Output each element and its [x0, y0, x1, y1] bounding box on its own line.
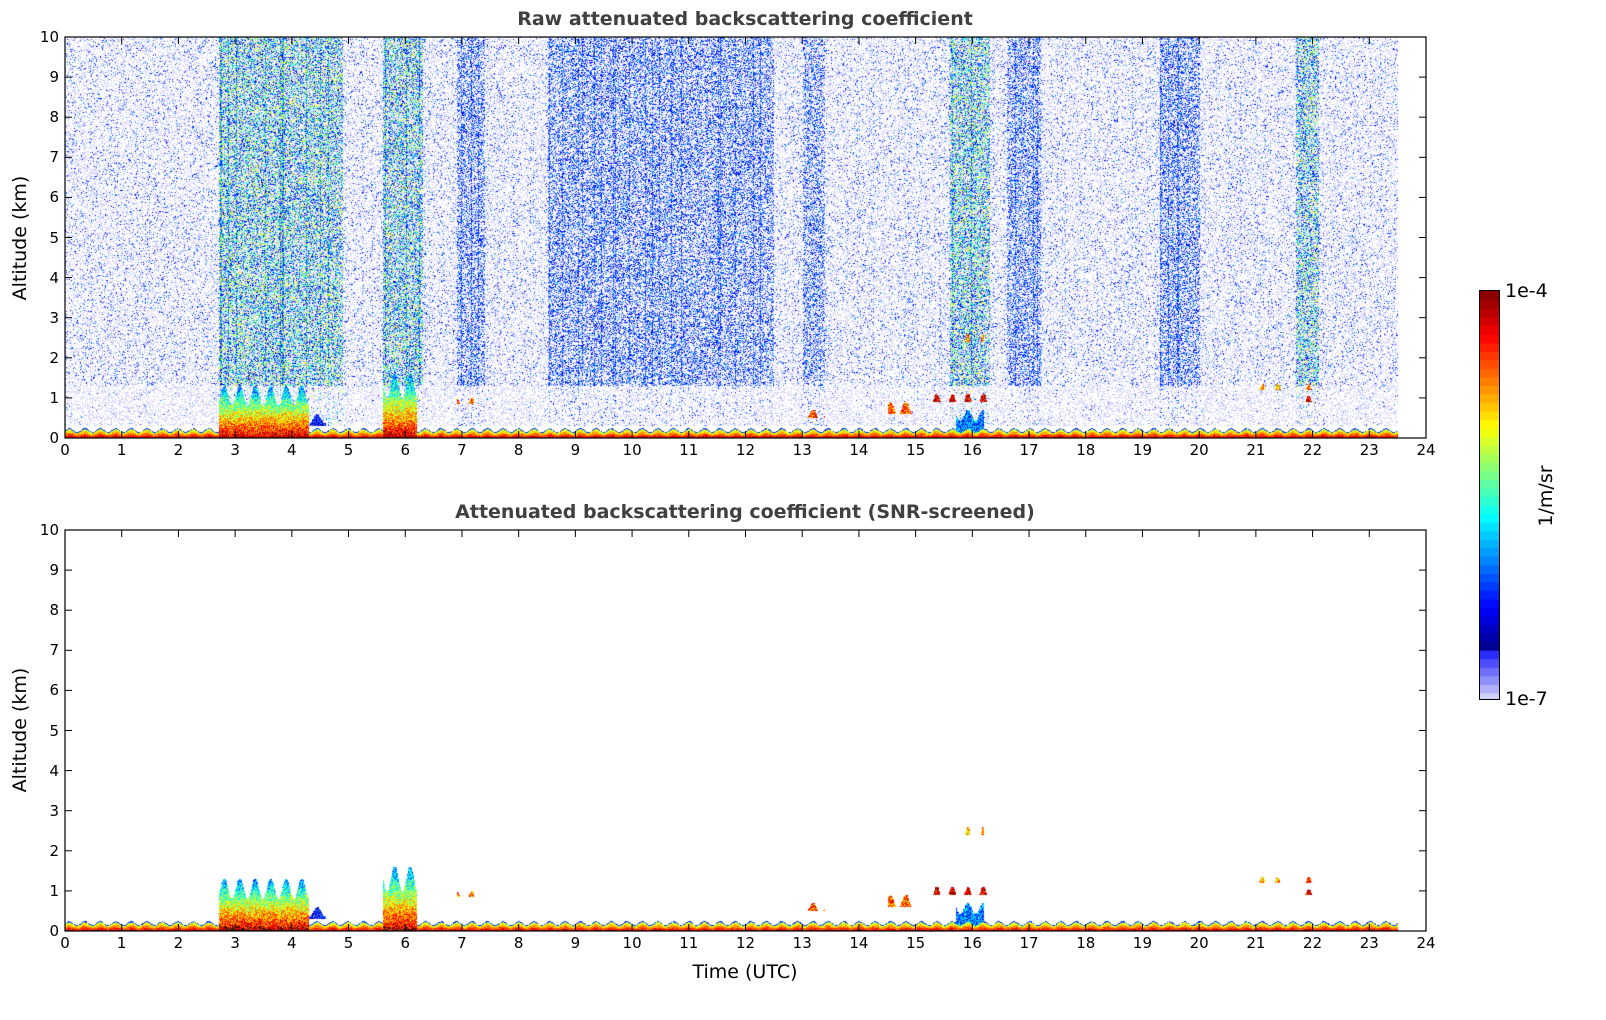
screened-backscatter-plot: 0 1 2 3 4 5 6 7 8 9 10 11 12 13 14 15 16 17 18 19 20 21 22 23 24… — [40, 521, 1436, 952]
x-tick-label: 10 — [622, 934, 642, 952]
y-tick-label: 6 — [49, 681, 59, 700]
y-tick-label: 5 — [49, 721, 59, 740]
x-tick-label: 8 — [513, 441, 524, 459]
x-tick-label: 1 — [116, 441, 127, 459]
y-tick-label: 8 — [49, 601, 59, 620]
x-tick-label: 16 — [962, 441, 982, 459]
x-tick-label: 5 — [343, 934, 354, 952]
y-tick-label: 10 — [39, 521, 59, 539]
y-tick-label: 4 — [49, 761, 59, 780]
x-tick-label: 15 — [906, 441, 926, 459]
x-tick-label: 20 — [1189, 441, 1209, 459]
plot-border — [64, 36, 1427, 439]
x-tick-label: 4 — [287, 441, 297, 459]
x-tick-label: 0 — [60, 934, 70, 952]
y-tick-label: 7 — [49, 641, 59, 660]
colorbar-label: 1/m/sr — [1535, 465, 1557, 527]
x-tick-label: 17 — [1019, 934, 1039, 952]
x-tick-label: 20 — [1189, 934, 1209, 952]
x-tick-label: 13 — [792, 441, 812, 459]
y-tick-label: 0 — [49, 429, 59, 447]
colorbar-gradient — [1480, 291, 1499, 699]
y-tick-label: 10 — [39, 28, 59, 46]
x-tick-label: 18 — [1076, 934, 1096, 952]
y-tick-label: 8 — [49, 108, 59, 127]
x-tick-label: 19 — [1132, 934, 1152, 952]
x-axis-label: Time (UTC) — [692, 961, 798, 983]
x-tick-label: 11 — [679, 934, 699, 952]
y-tick-label: 2 — [49, 348, 59, 367]
x-tick-label: 12 — [735, 934, 756, 952]
x-tick-label: 17 — [1019, 441, 1039, 459]
x-tick-label: 7 — [457, 441, 467, 459]
y-tick-label: 5 — [49, 228, 59, 247]
x-tick-label: 23 — [1359, 441, 1379, 459]
x-tick-label: 8 — [513, 934, 524, 952]
x-tick-label: 24 — [1416, 441, 1436, 459]
y-tick-label: 3 — [49, 801, 59, 820]
x-tick-label: 2 — [173, 441, 184, 459]
x-tick-label: 23 — [1359, 934, 1379, 952]
y-tick-label: 9 — [49, 68, 59, 87]
y-tick-label: 4 — [49, 268, 59, 287]
x-tick-label: 3 — [230, 934, 240, 952]
x-tick-label: 7 — [457, 934, 467, 952]
x-tick-label: 18 — [1076, 441, 1096, 459]
heatmap-image — [65, 530, 1426, 931]
y-tick-label: 9 — [49, 561, 59, 580]
y-tick-label: 1 — [49, 388, 59, 407]
x-tick-label: 22 — [1303, 934, 1323, 952]
x-tick-label: 6 — [400, 441, 411, 459]
x-tick-label: 9 — [570, 441, 581, 459]
x-tick-label: 2 — [173, 934, 184, 952]
x-tick-label: 22 — [1303, 441, 1323, 459]
y-tick-label: 0 — [49, 922, 59, 940]
bottom-chart-title: Attenuated backscattering coefficient (S… — [455, 501, 1035, 523]
x-tick-label: 14 — [849, 441, 869, 459]
x-tick-label: 5 — [343, 441, 354, 459]
axes-frame — [64, 529, 1427, 932]
x-tick-label: 19 — [1132, 441, 1152, 459]
x-tick-label: 3 — [230, 441, 240, 459]
plot-border — [64, 529, 1427, 932]
x-tick-label: 13 — [792, 934, 812, 952]
x-tick-label: 12 — [735, 441, 756, 459]
x-tick-label: 24 — [1416, 934, 1436, 952]
axes-frame — [64, 36, 1427, 439]
colorbar-min-label: 1e-7 — [1505, 688, 1548, 710]
bottom-y-axis-label: Altitude (km) — [9, 667, 31, 793]
y-tick-label: 7 — [49, 148, 59, 167]
x-tick-label: 21 — [1246, 441, 1266, 459]
x-tick-label: 9 — [570, 934, 581, 952]
x-tick-label: 1 — [116, 934, 127, 952]
x-tick-label: 10 — [622, 441, 642, 459]
x-tick-label: 21 — [1246, 934, 1266, 952]
y-tick-label: 3 — [49, 308, 59, 327]
y-tick-label: 6 — [49, 188, 59, 207]
x-tick-label: 0 — [60, 441, 70, 459]
top-chart-title: Raw attenuated backscattering coefficien… — [517, 8, 973, 30]
x-tick-label: 11 — [679, 441, 699, 459]
x-tick-label: 16 — [962, 934, 982, 952]
top-y-axis-label: Altitude (km) — [9, 175, 31, 301]
colorbar — [1479, 290, 1500, 700]
x-tick-label: 14 — [849, 934, 869, 952]
y-tick-label: 1 — [49, 881, 59, 900]
x-tick-label: 4 — [287, 934, 297, 952]
x-tick-label: 6 — [400, 934, 411, 952]
x-tick-label: 15 — [906, 934, 926, 952]
colorbar-max-label: 1e-4 — [1505, 280, 1548, 302]
y-tick-label: 2 — [49, 841, 59, 860]
heatmap-image — [65, 37, 1426, 438]
raw-backscatter-plot: 0 1 2 3 4 5 6 7 8 9 10 11 12 13 14 15 16 17 18 19 20 21 22 23 24… — [40, 28, 1436, 459]
